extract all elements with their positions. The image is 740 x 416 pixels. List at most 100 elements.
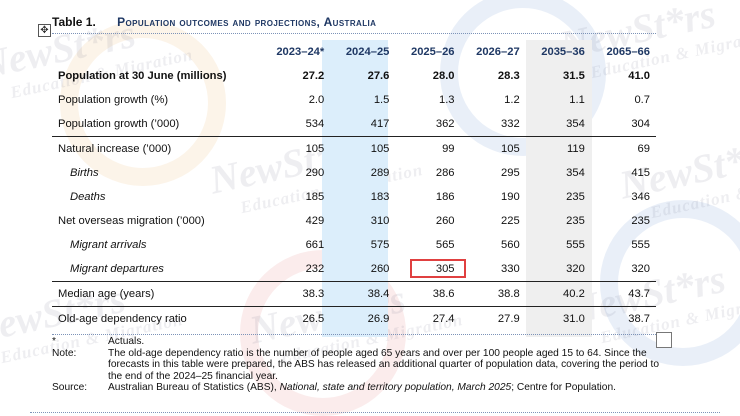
cell: 105 <box>501 143 520 155</box>
row-label: Population growth (%) <box>58 94 169 106</box>
cell: 185 <box>305 191 325 203</box>
cell: 119 <box>566 143 585 155</box>
cell: 362 <box>395 112 461 137</box>
cell: 260 <box>330 257 396 282</box>
cell: 346 <box>631 191 650 203</box>
table-row: Median age (years) 38.3 38.4 38.6 38.8 4… <box>52 281 656 307</box>
cell: 26.9 <box>367 313 390 325</box>
table-row: Natural increase (’000) 105 105 99 105 1… <box>52 137 656 162</box>
cell: 235 <box>566 215 585 227</box>
cell: 332 <box>460 112 526 137</box>
column-header: 2025–26 <box>410 46 455 58</box>
table-row: Population growth (%) 2.0 1.5 1.3 1.2 1.… <box>52 88 656 112</box>
cell: 38.4 <box>330 281 396 307</box>
title-divider <box>52 33 656 34</box>
cell: 105 <box>305 143 325 155</box>
table-row: Migrant arrivals 661 575 565 560 555 555 <box>52 233 656 257</box>
population-table: 2023–24* 2024–25 2025–26 2026–27 2035–36… <box>52 40 656 331</box>
table-row: Births 290 289 286 295 354 415 <box>52 161 656 185</box>
cell: 225 <box>501 215 520 227</box>
cell: 2.0 <box>308 94 325 106</box>
cell: 1.5 <box>373 94 390 106</box>
column-header: 2023–24* <box>276 46 325 58</box>
cell: 429 <box>305 215 325 227</box>
row-label: Old-age dependency ratio <box>58 313 187 325</box>
column-header: 2024–25 <box>345 46 390 58</box>
table-move-handle-icon[interactable]: ✥ <box>38 24 51 37</box>
cell: 661 <box>305 239 325 251</box>
cell: 31.0 <box>563 313 585 325</box>
row-label: Population growth (’000) <box>52 112 260 137</box>
table-label: Table 1. <box>52 15 96 29</box>
cell: 27.4 <box>432 313 455 325</box>
cell: 1.3 <box>438 94 455 106</box>
cell: 186 <box>435 191 455 203</box>
cell: 354 <box>525 112 591 137</box>
table-row: Population growth (’000) 534 417 362 332… <box>52 112 656 137</box>
cell: 27.2 <box>302 70 325 82</box>
column-header: 2026–27 <box>476 46 520 58</box>
row-label: Migrant departures <box>52 257 260 282</box>
source-title: National, state and territory population… <box>279 382 512 394</box>
cell: 28.0 <box>432 70 455 82</box>
cell: 235 <box>566 191 585 203</box>
row-label: Migrant arrivals <box>70 239 147 251</box>
cell: 295 <box>501 167 520 179</box>
row-label: Population at 30 June (millions) <box>58 70 227 82</box>
cell: 289 <box>370 167 390 179</box>
cell: 330 <box>460 257 526 282</box>
cell: 1.1 <box>569 94 585 106</box>
table-row: Old-age dependency ratio 26.5 26.9 27.4 … <box>52 307 656 332</box>
cell: 555 <box>631 239 650 251</box>
note-text: Actuals. <box>108 336 145 347</box>
cell: 320 <box>525 257 591 282</box>
table-bottom-rule <box>52 334 656 335</box>
cell: 354 <box>566 167 585 179</box>
cell: 417 <box>330 112 396 137</box>
note-key: * <box>52 336 56 347</box>
row-label: Natural increase (’000) <box>58 143 172 155</box>
row-label: Net overseas migration (’000) <box>58 215 205 227</box>
column-header: 2065–66 <box>606 46 650 58</box>
cell: 310 <box>370 215 390 227</box>
source-key: Source: <box>52 382 88 394</box>
cell: 27.6 <box>367 70 390 82</box>
cell: 38.8 <box>460 281 526 307</box>
column-header: 2035–36 <box>541 46 585 58</box>
cell: 105 <box>370 143 390 155</box>
row-label: Deaths <box>70 191 106 203</box>
cell: 99 <box>442 143 455 155</box>
cell: 27.9 <box>497 313 520 325</box>
cell: 560 <box>501 239 520 251</box>
note-text: The old-age dependency ratio is the numb… <box>108 347 660 382</box>
cell: 38.7 <box>628 313 650 325</box>
cell: 286 <box>435 167 455 179</box>
cell: 38.3 <box>260 281 331 307</box>
table-title-text: Population outcomes and projections, Aus… <box>117 15 377 29</box>
table-resize-handle[interactable] <box>656 332 672 348</box>
cell: 69 <box>637 143 650 155</box>
cell: 304 <box>590 112 656 137</box>
cell: 290 <box>305 167 325 179</box>
note-definition: Note: The old-age dependency ratio is th… <box>52 348 662 383</box>
table-title: Table 1. Population outcomes and project… <box>52 15 376 29</box>
page-bottom-rule <box>30 412 720 413</box>
source-suffix: ; Centre for Population. <box>511 382 616 394</box>
cell: 183 <box>370 191 390 203</box>
note-actuals: * Actuals. <box>52 336 662 348</box>
table-notes: * Actuals. Note: The old-age dependency … <box>52 336 662 394</box>
cell: 260 <box>435 215 455 227</box>
cell: 575 <box>370 239 390 251</box>
cell: 43.7 <box>590 281 656 307</box>
table-row: Population at 30 June (millions) 27.2 27… <box>52 64 656 88</box>
row-label: Median age (years) <box>52 281 260 307</box>
source-text: Australian Bureau of Statistics (ABS), N… <box>108 382 662 394</box>
table-row: Net overseas migration (’000) 429 310 26… <box>52 209 656 233</box>
cell: 190 <box>501 191 520 203</box>
cell: 235 <box>631 215 650 227</box>
source-prefix: Australian Bureau of Statistics (ABS), <box>108 382 280 394</box>
cell: 38.6 <box>395 281 461 307</box>
note-key: Note: <box>52 347 77 359</box>
cell: 0.7 <box>634 94 650 106</box>
highlight-annotation-box <box>410 259 466 278</box>
